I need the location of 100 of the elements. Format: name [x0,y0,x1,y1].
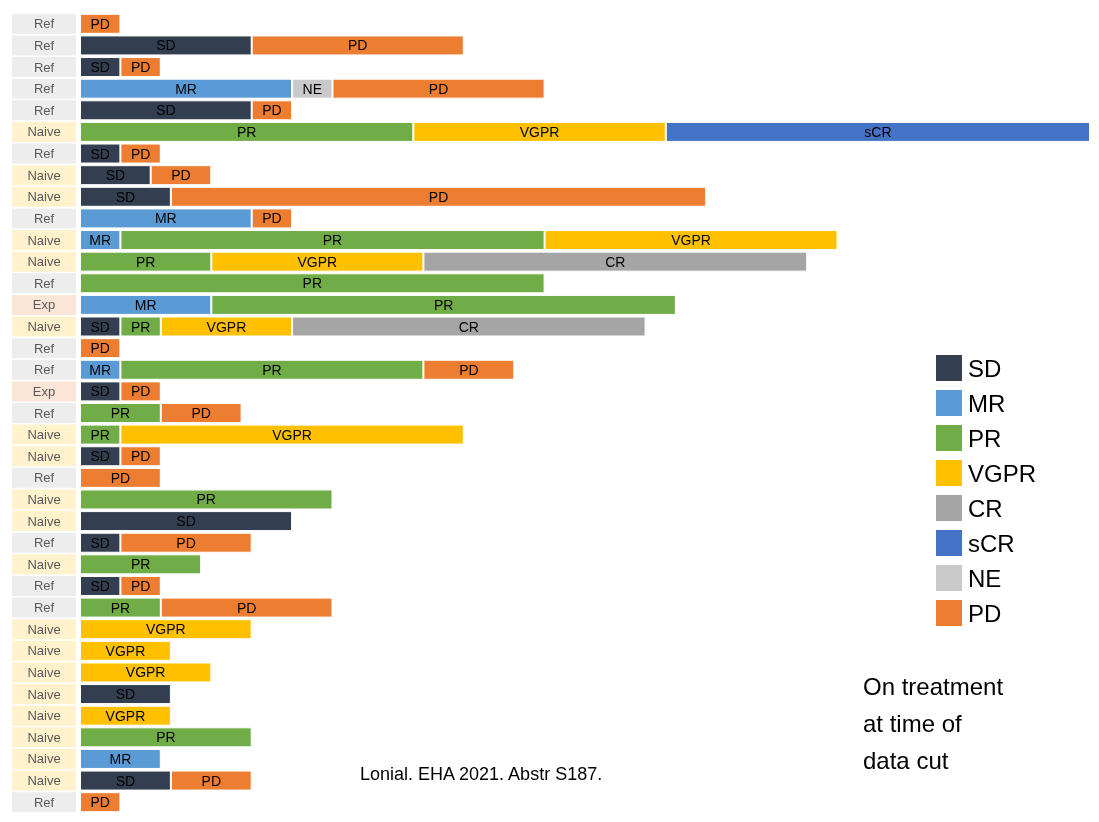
text: PD [130,448,151,465]
text: VGPR [206,318,247,335]
text: PD [236,599,257,616]
y-tick-label: Naive [27,319,61,335]
legend-label: CR [967,494,1003,522]
text: PR [262,361,282,378]
text: PD [459,361,479,378]
y-tick-label: Ref [33,794,55,810]
text: PR [302,275,323,292]
text: MR [89,232,112,249]
text: PD [262,210,282,227]
legend-label: MR [967,389,1006,417]
text: VGPR [297,253,338,270]
text: SD [115,772,136,789]
text: PR [196,491,216,508]
text: VGPR [105,707,146,724]
y-tick-label: Naive [27,751,61,767]
text: SD [90,383,110,400]
text: SD [115,188,136,205]
y-tick-label: Exp [32,383,56,399]
text: SD [156,102,176,119]
text: SD [90,577,110,594]
y-tick-label: Naive [27,708,61,724]
text: PD [171,167,191,184]
text: PD [262,102,282,119]
text: PR [110,405,131,421]
y-tick-label: Ref [33,81,55,97]
y-tick-label: Naive [27,491,61,507]
legend-label: PD [967,599,1002,627]
text: VGPR [146,621,186,638]
y-tick-label: Naive [27,729,61,745]
text: PD [90,794,110,811]
text: PD [428,188,449,205]
text: SD [90,59,110,76]
text: SD [115,686,136,703]
text: MR [154,210,177,227]
y-tick-label: Ref [33,470,55,486]
y-tick-label: Ref [33,146,55,162]
text: PD [130,577,151,594]
legend-label: SD [967,354,1002,382]
text: PD [176,534,196,551]
y-tick-label: Exp [32,297,56,313]
text: SD [90,534,110,551]
text: PD [201,772,222,789]
text: PR [130,556,151,573]
y-tick-label: Naive [27,189,61,205]
annotation: On treatment at time of data cut [863,673,1004,774]
y-tick-label: Ref [33,535,55,551]
text: PD [428,80,449,97]
text: sCR [864,123,892,140]
text: CR [458,318,479,335]
y-tick-label: Ref [33,275,55,291]
y-tick-label: Ref [33,578,55,594]
y-tick-label: Naive [27,448,61,464]
y-tick-label: Naive [27,556,61,572]
y-tick-label: Ref [33,16,55,32]
text: PD [130,145,151,162]
text: PR [135,253,156,270]
text: PR [156,729,176,746]
text: SD [90,318,110,335]
text: PD [348,37,368,54]
annotation: Lonial. EHA 2021. Abstr S187. [360,764,603,784]
text: PR [110,599,131,616]
text: SD [176,513,196,530]
text: SD [90,145,110,162]
text: MR [109,750,132,767]
text: SD [105,167,126,184]
text: PD [130,383,151,400]
text: PD [90,340,110,357]
y-tick-label: Ref [33,405,55,421]
text: SD [90,448,110,465]
text: PR [322,232,343,249]
text: PR [433,296,454,313]
text: VGPR [272,426,312,443]
y-tick-label: Ref [33,37,55,53]
y-tick-label: Naive [27,621,61,637]
text: PR [130,318,151,335]
y-tick-label: Ref [33,210,55,226]
text: PR [236,123,257,140]
legend-label: NE [967,564,1002,592]
text: VGPR [105,642,146,659]
legend-label: sCR [967,529,1015,557]
y-tick-label: Naive [27,643,61,659]
y-tick-label: Naive [27,167,61,183]
y-tick-label: Naive [27,254,61,270]
y-tick-label: Ref [33,340,55,356]
text: NE [302,80,323,97]
text: PD [90,15,110,32]
text: CR [605,253,626,270]
y-tick-label: Naive [27,232,61,248]
text: PR [90,426,110,443]
text: VGPR [671,232,711,249]
y-tick-label: Naive [27,664,61,680]
text: MR [89,361,112,378]
y-tick-label: Ref [33,102,55,118]
text: PD [191,405,211,421]
y-tick-label: Naive [27,124,61,140]
y-tick-label: Naive [27,513,61,529]
y-tick-label: Ref [33,362,55,378]
text: VGPR [125,664,166,681]
